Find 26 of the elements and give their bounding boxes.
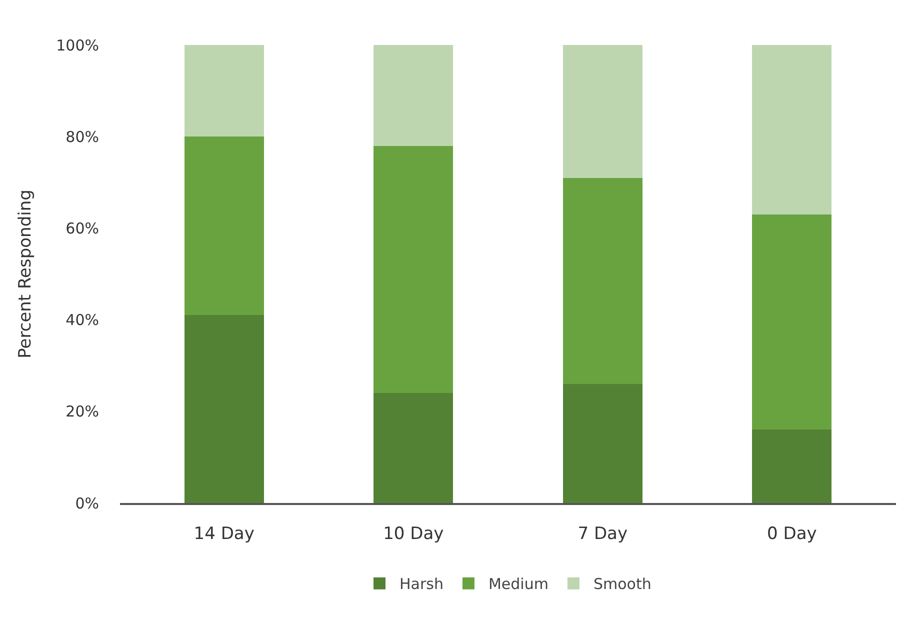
y-tick-label: 80% [66,128,99,146]
x-tick-label: 10 Day [383,524,444,544]
legend-label: Harsh [400,575,444,594]
bar [374,393,454,503]
y-tick-label: 40% [66,311,99,330]
bar [752,45,832,214]
y-tick-label: 20% [66,402,99,421]
bar [184,315,264,503]
x-tick-label: 0 Day [767,524,817,544]
bar [374,45,454,146]
bar [562,384,642,503]
bar [374,146,454,394]
bar [752,214,832,430]
bar [562,178,642,384]
bar [562,45,642,178]
y-tick-label: 60% [66,219,99,238]
bar [184,136,264,316]
y-axis-title: Percent Responding [16,190,36,358]
legend-label: Smooth [593,575,652,594]
legend-label: Medium [488,575,548,594]
bar [752,430,832,503]
y-tick-label: 100% [56,36,99,54]
y-tick-label: 0% [75,494,99,512]
x-tick-label: 14 Day [194,524,254,544]
bar [184,45,264,137]
x-tick-label: 7 Day [578,524,628,544]
